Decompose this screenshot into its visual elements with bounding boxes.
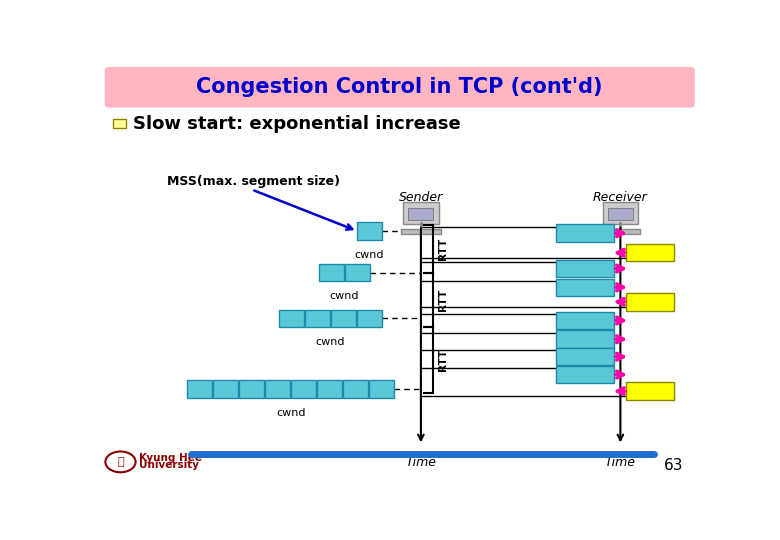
- FancyBboxPatch shape: [343, 380, 368, 398]
- FancyBboxPatch shape: [356, 222, 382, 240]
- Text: Ack 4: Ack 4: [636, 298, 665, 306]
- FancyBboxPatch shape: [401, 229, 441, 234]
- FancyBboxPatch shape: [626, 293, 674, 310]
- Text: Segment 1: Segment 1: [560, 229, 611, 238]
- FancyBboxPatch shape: [356, 310, 382, 327]
- FancyBboxPatch shape: [409, 208, 434, 220]
- FancyBboxPatch shape: [608, 208, 633, 220]
- FancyBboxPatch shape: [556, 366, 615, 383]
- FancyBboxPatch shape: [105, 67, 695, 107]
- Text: RTT: RTT: [438, 349, 448, 371]
- Text: Segment 5: Segment 5: [560, 335, 611, 344]
- FancyBboxPatch shape: [556, 330, 615, 348]
- Text: cwnd: cwnd: [355, 250, 385, 260]
- Text: Receiver: Receiver: [593, 191, 647, 204]
- FancyBboxPatch shape: [626, 244, 674, 261]
- FancyBboxPatch shape: [187, 380, 212, 398]
- FancyBboxPatch shape: [305, 310, 330, 327]
- FancyBboxPatch shape: [369, 380, 395, 398]
- FancyBboxPatch shape: [626, 382, 674, 400]
- Text: MSS(max. segment size): MSS(max. segment size): [167, 175, 340, 188]
- FancyBboxPatch shape: [319, 264, 344, 281]
- Text: Segment 6: Segment 6: [560, 352, 611, 361]
- Text: RTT: RTT: [438, 288, 448, 311]
- Text: Slow start: exponential increase: Slow start: exponential increase: [133, 115, 460, 133]
- Text: cwnd: cwnd: [276, 408, 306, 418]
- Text: RTT: RTT: [438, 238, 448, 260]
- Text: Segment 7: Segment 7: [560, 370, 611, 379]
- Text: Segment 4: Segment 4: [560, 316, 611, 325]
- Text: 63: 63: [665, 458, 684, 473]
- FancyBboxPatch shape: [601, 229, 640, 234]
- FancyBboxPatch shape: [265, 380, 290, 398]
- Text: University: University: [139, 460, 199, 470]
- Text: Segment 2: Segment 2: [560, 264, 611, 273]
- Text: Sender: Sender: [399, 191, 443, 204]
- FancyBboxPatch shape: [291, 380, 317, 398]
- FancyBboxPatch shape: [317, 380, 342, 398]
- FancyBboxPatch shape: [556, 312, 615, 329]
- FancyBboxPatch shape: [239, 380, 264, 398]
- Text: cwnd: cwnd: [316, 337, 346, 347]
- FancyBboxPatch shape: [556, 348, 615, 366]
- FancyBboxPatch shape: [331, 310, 356, 327]
- Text: Kyung Hee: Kyung Hee: [139, 453, 201, 463]
- FancyBboxPatch shape: [556, 225, 615, 242]
- Text: Ack 2: Ack 2: [636, 248, 665, 257]
- FancyBboxPatch shape: [403, 202, 438, 224]
- Text: Congestion Control in TCP (cont'd): Congestion Control in TCP (cont'd): [197, 77, 603, 97]
- FancyBboxPatch shape: [603, 202, 638, 224]
- FancyBboxPatch shape: [278, 310, 304, 327]
- Text: Segment 3: Segment 3: [560, 283, 611, 292]
- Text: Time: Time: [605, 456, 636, 469]
- FancyBboxPatch shape: [112, 119, 126, 129]
- FancyBboxPatch shape: [556, 279, 615, 296]
- Text: cwnd: cwnd: [330, 292, 359, 301]
- FancyBboxPatch shape: [213, 380, 239, 398]
- Text: Ack 8: Ack 8: [636, 387, 665, 396]
- Text: Time: Time: [406, 456, 436, 469]
- Text: 龍: 龍: [117, 457, 124, 467]
- FancyBboxPatch shape: [345, 264, 370, 281]
- FancyBboxPatch shape: [556, 260, 615, 277]
